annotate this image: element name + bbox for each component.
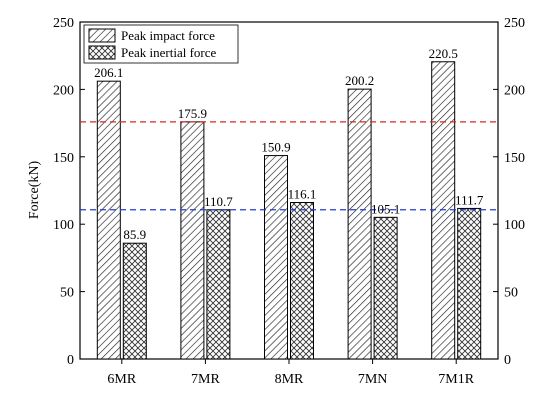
value-label-impact: 200.2 (345, 73, 374, 88)
category-label: 6MR (107, 372, 136, 387)
bar-peak-impact (96, 80, 121, 360)
left-tick-label: 50 (60, 286, 74, 301)
bar-peak-inertial (457, 207, 482, 360)
right-tick-label: 50 (504, 286, 518, 301)
category-label: 8MR (275, 372, 304, 387)
value-label-inertial: 110.7 (204, 194, 233, 209)
value-label-inertial: 116.1 (288, 186, 317, 201)
bar-peak-inertial (206, 209, 231, 360)
bar-peak-inertial (373, 216, 398, 360)
category-label: 7MR (191, 372, 220, 387)
legend-swatch-impact (88, 28, 116, 43)
legend-label-inertial: Peak inertial force (121, 45, 217, 60)
left-tick-label: 0 (67, 353, 74, 368)
category-label: 7M1R (438, 372, 474, 387)
bars-group (96, 61, 482, 360)
value-label-inertial: 111.7 (455, 192, 484, 207)
left-tick-label: 100 (53, 218, 74, 233)
right-tick-label: 0 (504, 353, 511, 368)
bar-peak-impact (264, 155, 288, 360)
value-label-impact: 220.5 (429, 46, 458, 61)
value-label-impact: 150.9 (261, 140, 290, 155)
value-labels: 206.1 85.9 175.9 110.7 150.9 116.1 200.2 105.1 2… (94, 46, 484, 242)
right-tick-label: 250 (504, 16, 525, 31)
bar-peak-impact (180, 121, 205, 360)
bar-peak-impact (347, 88, 372, 360)
y-axis-title: Force(kN) (27, 161, 42, 220)
right-tick-label: 100 (504, 218, 525, 233)
category-label: 7MN (358, 372, 388, 387)
left-tick-label: 150 (53, 151, 74, 166)
bar-peak-inertial (122, 242, 147, 360)
right-tick-label: 150 (504, 151, 525, 166)
left-tick-label: 200 (53, 83, 74, 98)
legend: Peak impact force Peak inertial force (83, 24, 239, 64)
value-label-impact: 175.9 (178, 106, 207, 121)
left-tick-label: 250 (53, 16, 74, 31)
value-label-inertial: 105.1 (371, 201, 400, 216)
value-label-inertial: 85.9 (123, 227, 146, 242)
legend-swatch-inertial (88, 45, 116, 60)
legend-label-impact: Peak impact force (121, 28, 215, 43)
left-y-axis: 0 50 100 150 200 250 (53, 16, 85, 368)
right-y-axis: 0 50 100 150 200 250 (493, 16, 525, 368)
value-label-impact: 206.1 (94, 65, 123, 80)
bar-peak-inertial (290, 201, 314, 360)
right-tick-label: 200 (504, 83, 525, 98)
category-labels: 6MR 7MR 8MR 7MN 7M1R (107, 359, 475, 387)
